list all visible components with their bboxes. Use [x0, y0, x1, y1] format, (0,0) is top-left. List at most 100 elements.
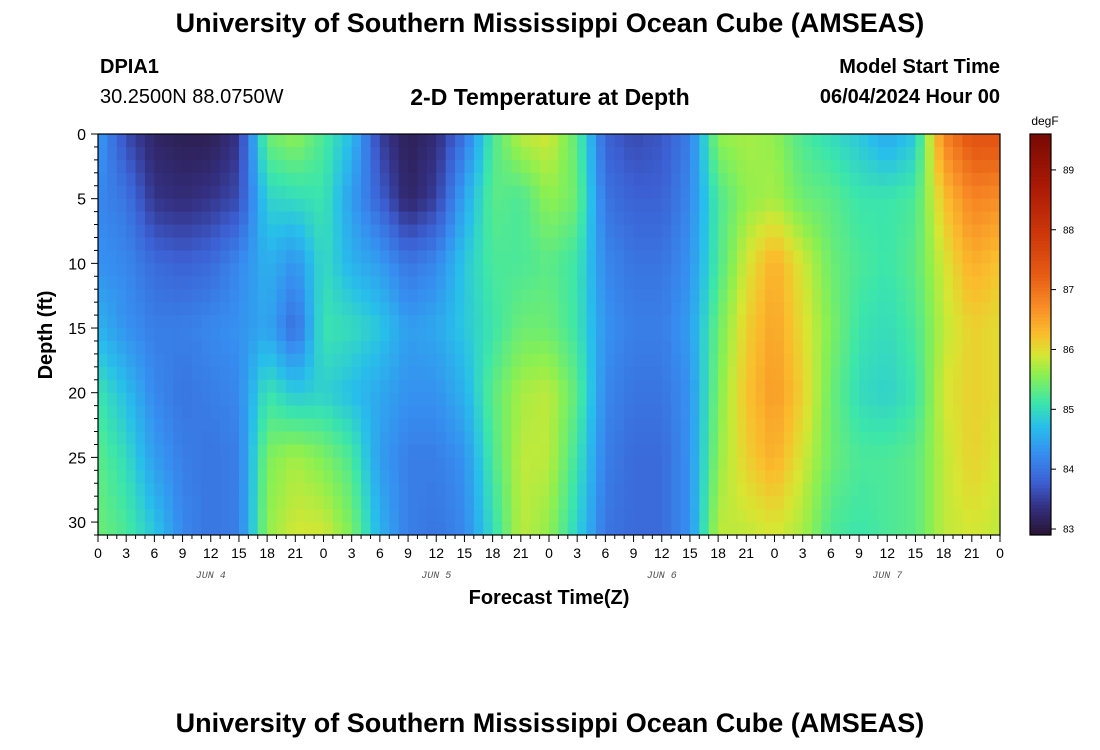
heatmap-cell — [718, 159, 729, 174]
heatmap-cell — [455, 302, 466, 316]
heatmap-cell — [661, 250, 672, 264]
heatmap-cell — [248, 379, 259, 394]
heatmap-cell — [370, 185, 381, 200]
heatmap-cell — [689, 392, 700, 407]
heatmap-cell — [361, 328, 372, 342]
heatmap-cell — [389, 237, 400, 252]
heatmap-cell — [859, 224, 870, 239]
heatmap-cell — [408, 353, 419, 368]
heatmap-cell — [332, 509, 343, 523]
heatmap-cell — [163, 509, 174, 523]
colorbar-segment — [1030, 401, 1051, 406]
heatmap-cell — [314, 522, 325, 535]
heatmap-cell — [154, 405, 165, 420]
x-tick-label: 15 — [682, 545, 698, 561]
heatmap-cell — [661, 405, 672, 420]
heatmap-cell — [981, 418, 992, 433]
heatmap-cell — [849, 134, 860, 148]
heatmap-cell — [445, 418, 456, 433]
heatmap-cell — [267, 366, 278, 381]
heatmap-cell — [144, 172, 155, 187]
heatmap-cell — [389, 470, 400, 484]
heatmap-cell — [502, 392, 513, 407]
heatmap-cell — [830, 418, 841, 433]
heatmap-cell — [812, 509, 823, 523]
heatmap-cell — [924, 366, 935, 381]
heatmap-cell — [436, 185, 447, 200]
heatmap-cell — [849, 302, 860, 316]
heatmap-cell — [323, 198, 334, 213]
heatmap-cell — [154, 418, 165, 433]
heatmap-cell — [783, 509, 794, 523]
heatmap-cell — [483, 340, 494, 355]
heatmap-cell — [614, 353, 625, 368]
heatmap-cell — [680, 289, 691, 303]
heatmap-cell — [436, 405, 447, 420]
heatmap-cell — [652, 211, 663, 226]
heatmap-cell — [295, 172, 306, 187]
x-tick-label: 15 — [457, 545, 473, 561]
colorbar-segment — [1030, 458, 1051, 462]
heatmap-cell — [408, 315, 419, 329]
heatmap-cell — [417, 146, 428, 161]
heatmap-cell — [173, 522, 184, 535]
heatmap-cell — [821, 509, 832, 523]
temperature-heatmap — [98, 134, 1000, 535]
heatmap-cell — [680, 366, 691, 381]
heatmap-cell — [971, 379, 982, 394]
heatmap-cell — [304, 522, 315, 535]
heatmap-cell — [126, 198, 137, 213]
heatmap-cell — [981, 496, 992, 510]
heatmap-cell — [135, 302, 146, 316]
heatmap-cell — [332, 185, 343, 200]
heatmap-cell — [906, 470, 917, 484]
heatmap-cell — [492, 457, 503, 471]
heatmap-cell — [793, 340, 804, 355]
heatmap-cell — [295, 470, 306, 484]
heatmap-cell — [708, 159, 719, 174]
heatmap-cell — [990, 366, 1000, 381]
heatmap-cell — [915, 134, 926, 148]
heatmap-cell — [680, 146, 691, 161]
heatmap-cell — [718, 198, 729, 213]
heatmap-cell — [210, 379, 221, 394]
heatmap-cell — [417, 444, 428, 458]
heatmap-cell — [351, 198, 362, 213]
heatmap-cell — [943, 328, 954, 342]
heatmap-cell — [699, 289, 710, 303]
heatmap-cell — [558, 483, 569, 497]
heatmap-cell — [520, 353, 531, 368]
heatmap-cell — [267, 340, 278, 355]
heatmap-cell — [389, 198, 400, 213]
heatmap-cell — [896, 250, 907, 264]
heatmap-cell — [906, 522, 917, 535]
heatmap-cell — [351, 237, 362, 252]
heatmap-cell — [530, 522, 541, 535]
heatmap-cell — [210, 250, 221, 264]
heatmap-cell — [229, 198, 240, 213]
heatmap-cell — [276, 392, 287, 407]
heatmap-cell — [736, 431, 747, 446]
heatmap-cell — [492, 392, 503, 407]
heatmap-cell — [718, 522, 729, 535]
heatmap-cell — [793, 392, 804, 407]
heatmap-cell — [990, 185, 1000, 200]
heatmap-cell — [304, 289, 315, 303]
heatmap-cell — [887, 496, 898, 510]
heatmap-cell — [990, 263, 1000, 277]
heatmap-cell — [163, 134, 174, 148]
heatmap-cell — [906, 315, 917, 329]
heatmap-cell — [549, 211, 559, 226]
heatmap-cell — [539, 379, 550, 394]
heatmap-cell — [896, 146, 907, 161]
heatmap-cell — [586, 392, 597, 407]
heatmap-cell — [783, 172, 794, 187]
heatmap-cell — [765, 366, 776, 381]
heatmap-cell — [229, 224, 240, 239]
heatmap-cell — [924, 340, 935, 355]
heatmap-cell — [163, 263, 174, 277]
heatmap-cell — [539, 418, 550, 433]
heatmap-cell — [530, 276, 541, 290]
heatmap-cell — [530, 418, 541, 433]
colorbar-segment — [1030, 311, 1051, 315]
